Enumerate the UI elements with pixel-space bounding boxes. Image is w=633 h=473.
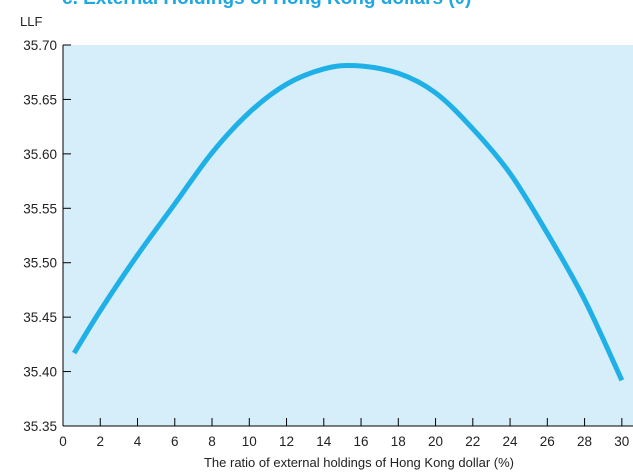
x-axis-label: The ratio of external holdings of Hong K… xyxy=(204,455,514,470)
axes xyxy=(62,45,633,427)
y-tick-label: 35.60 xyxy=(23,147,57,162)
y-tick-label: 35.50 xyxy=(23,256,57,271)
y-tick-label: 35.65 xyxy=(23,92,57,107)
x-tick-label: 14 xyxy=(316,434,332,449)
x-tick-label: 20 xyxy=(428,434,443,449)
y-axis-ticks: 35.35 35.40 35.45 35.50 35.55 35.60 35.65 35.70 xyxy=(23,38,71,434)
series-group xyxy=(72,62,625,382)
x-axis-ticks: 0 2 4 6 8 10 12 14 16 18 20 22 24 26 28 30 xyxy=(59,418,629,449)
x-tick-label: 18 xyxy=(391,434,406,449)
y-tick-label: 35.70 xyxy=(23,38,57,53)
x-tick-label: 26 xyxy=(540,434,555,449)
plot-area xyxy=(63,45,633,426)
x-tick-label: 8 xyxy=(208,434,216,449)
y-tick-label: 35.40 xyxy=(23,365,57,380)
x-tick-label: 0 xyxy=(59,434,67,449)
x-tick-label: 12 xyxy=(279,434,294,449)
x-tick-label: 28 xyxy=(577,434,592,449)
x-tick-label: 24 xyxy=(503,434,519,449)
x-tick-label: 10 xyxy=(242,434,257,449)
x-tick-label: 22 xyxy=(465,434,480,449)
x-tick-label: 6 xyxy=(171,434,179,449)
chart-title: c. External Holdings of Hong Kong dollar… xyxy=(62,0,471,10)
series-line xyxy=(72,62,625,382)
y-tick-label: 35.35 xyxy=(23,419,57,434)
x-tick-label: 2 xyxy=(96,434,104,449)
x-tick-label: 16 xyxy=(354,434,369,449)
y-tick-label: 35.55 xyxy=(23,201,57,216)
x-tick-label: 4 xyxy=(134,434,142,449)
x-tick-label: 30 xyxy=(614,434,629,449)
y-axis-label: LLF xyxy=(20,14,42,29)
y-tick-label: 35.45 xyxy=(23,310,57,325)
